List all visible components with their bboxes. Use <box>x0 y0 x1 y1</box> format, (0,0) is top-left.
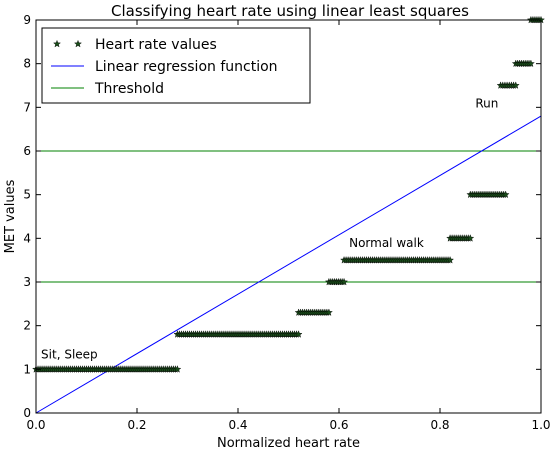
x-tick-label: 0.0 <box>26 418 45 432</box>
data-point <box>526 59 535 68</box>
data-point <box>501 190 510 199</box>
data-point <box>466 234 475 242</box>
data-point <box>294 330 303 338</box>
plot-frame <box>35 19 542 414</box>
legend-entry-2: Linear regression function <box>51 59 278 75</box>
y-tick-label: 8 <box>23 57 31 71</box>
point-cluster-5 <box>340 255 455 264</box>
legend-entry-3: Threshold <box>51 81 164 97</box>
point-cluster-4 <box>324 277 349 286</box>
data-point <box>511 81 520 89</box>
data-point <box>340 277 349 286</box>
x-tick-label: 0.4 <box>228 418 247 432</box>
legend: Heart rate values Linear regression funct… <box>41 27 311 104</box>
x-tick-label: 0.2 <box>127 418 146 432</box>
y-tick-label: 9 <box>23 13 31 27</box>
annotations: Sit, Sleep Normal walk Run <box>41 96 498 361</box>
data-point <box>324 308 333 316</box>
legend-label: Heart rate values <box>95 37 217 53</box>
point-cluster-9 <box>511 59 535 68</box>
y-tick-label: 4 <box>23 231 31 245</box>
annotation-label: Normal walk <box>349 236 424 250</box>
legend-items: Heart rate values Linear regression funct… <box>51 37 278 97</box>
x-axis-label: Normalized heart rate <box>217 436 360 451</box>
point-cluster-2 <box>173 330 303 338</box>
y-tick-label: 3 <box>23 275 31 289</box>
legend-label: Linear regression function <box>95 59 278 75</box>
y-axis-label: MET values <box>3 179 18 253</box>
legend-label: Threshold <box>94 81 164 97</box>
point-cluster-8 <box>496 81 520 89</box>
y-tick-label: 6 <box>23 144 31 158</box>
plot-area <box>32 15 545 414</box>
data-point <box>446 256 455 264</box>
annotation-label: Run <box>475 96 498 110</box>
point-cluster-3 <box>294 308 333 316</box>
axis-ticks: 0.0 0.2 0.4 0.6 0.8 1.0 0 1 2 3 4 5 6 7 8 9 <box>23 13 550 432</box>
legend-box <box>41 27 311 104</box>
point-cluster-7 <box>466 190 510 199</box>
y-tick-label: 2 <box>23 319 31 333</box>
legend-entry-1: Heart rate values <box>53 37 217 53</box>
x-tick-label: 0.6 <box>329 418 348 432</box>
regression-line <box>35 115 542 414</box>
data-point <box>173 365 182 373</box>
y-tick-label: 0 <box>23 406 31 420</box>
annotation-label: Sit, Sleep <box>41 347 98 361</box>
y-tick-label: 1 <box>23 362 31 376</box>
y-tick-label: 7 <box>23 100 31 114</box>
x-tick-label: 1.0 <box>531 418 550 432</box>
legend-marker <box>74 39 82 48</box>
y-tick-label: 5 <box>23 188 31 202</box>
x-tick-label: 0.8 <box>430 418 449 432</box>
point-cluster-1 <box>32 365 182 373</box>
point-cluster-6 <box>446 234 475 242</box>
chart-title: Classifying heart rate using linear leas… <box>111 2 469 20</box>
legend-marker <box>53 39 61 48</box>
